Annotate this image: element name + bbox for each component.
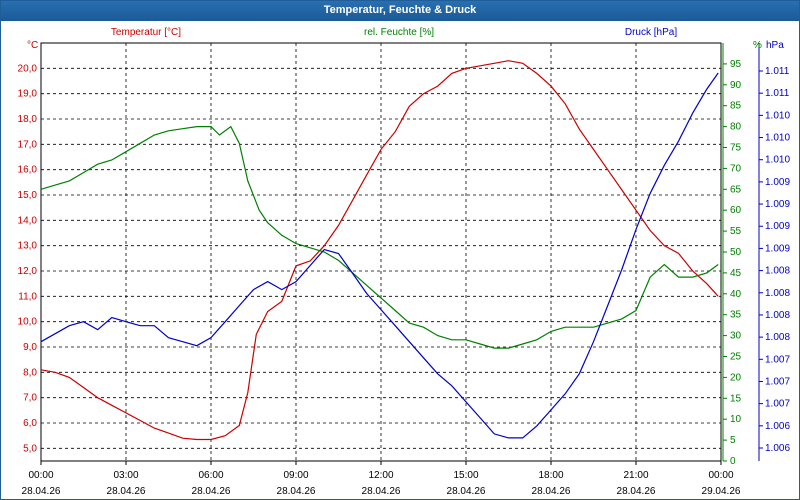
temp-tick-label: 14,0 [18,215,38,226]
temp-tick-label: 12,0 [18,266,38,277]
series-line-druck [40,72,719,439]
x-tick-date: 28.04.26 [447,486,486,497]
humidity-tick-label: 40 [730,289,742,300]
humidity-tick-label: 90 [730,80,742,91]
x-tick-date: 28.04.26 [617,486,656,497]
series-line-temperatur [40,60,719,441]
temp-axis-title: Temperatur [°C] [111,27,181,38]
x-tick-time: 15:00 [453,470,478,481]
pressure-tick-label: 1.009 [765,221,790,232]
temp-tick-label: 8,0 [23,367,37,378]
x-tick-date: 28.04.26 [362,486,401,497]
temp-tick-label: 7,0 [23,393,37,404]
temp-tick-label: 16,0 [18,165,38,176]
temp-tick-label: 5,0 [23,443,37,454]
pressure-tick-label: 1.007 [765,399,790,410]
x-tick-date: 28.04.26 [532,486,571,497]
pressure-tick-label: 1.007 [765,376,790,387]
humidity-tick-label: 85 [730,101,742,112]
temp-tick-label: 10,0 [18,317,38,328]
pressure-axis-title: Druck [hPa] [625,27,677,38]
x-tick-date: 29.04.26 [702,486,741,497]
temp-tick-label: 11,0 [18,291,37,302]
temp-tick-label: 9,0 [23,342,37,353]
humidity-tick-label: 30 [730,331,742,342]
humidity-tick-label: 35 [730,310,742,321]
pressure-tick-label: 1.010 [765,133,790,144]
humidity-axis-title: rel. Feuchte [%] [364,27,434,38]
pressure-tick-label: 1.008 [765,332,790,343]
humidity-tick-label: 10 [730,414,742,425]
pressure-tick-label: 1.008 [765,266,790,277]
pressure-tick-label: 1.011 [765,88,790,99]
temp-tick-label: 13,0 [18,241,38,252]
humidity-tick-label: 80 [730,122,742,133]
temp-tick-label: 6,0 [23,418,37,429]
x-tick-date: 28.04.26 [277,486,316,497]
humidity-tick-label: 15 [730,393,742,404]
x-tick-time: 00:00 [28,470,53,481]
axes: 5,0 6,0 7,0 8,0 9,0 10,0 11,0 12,0 13,0 14,0 15,0 1… [18,42,790,497]
pressure-tick-label: 1.007 [765,354,790,365]
humidity-tick-label: 25 [730,352,742,363]
series-layer [40,60,719,441]
temp-tick-label: 20,0 [18,63,38,74]
humidity-tick-label: 70 [730,163,742,174]
x-tick-time: 21:00 [623,470,648,481]
x-tick-time: 12:00 [368,470,393,481]
humidity-unit-label: % [753,40,762,51]
pressure-tick-label: 1.006 [765,443,790,454]
humidity-tick-label: 5 [730,435,736,446]
humidity-tick-label: 75 [730,143,742,154]
temp-tick-label: 18,0 [18,114,38,125]
x-tick-time: 09:00 [283,470,308,481]
x-tick-time: 00:00 [708,470,733,481]
temp-tick-label: 15,0 [18,190,38,201]
x-tick-date: 28.04.26 [107,486,146,497]
temp-unit-label: °C [27,40,38,51]
pressure-tick-label: 1.010 [765,110,790,121]
pressure-tick-label: 1.009 [765,243,790,254]
humidity-tick-label: 0 [730,456,736,467]
grid [41,43,721,461]
x-tick-time: 18:00 [538,470,563,481]
series-line-rel-feuchte [40,125,719,349]
pressure-tick-label: 1.008 [765,310,790,321]
humidity-tick-label: 95 [730,59,742,70]
x-tick-date: 28.04.26 [192,486,231,497]
pressure-tick-label: 1.009 [765,199,790,210]
temp-tick-label: 17,0 [18,139,38,150]
pressure-unit-label: hPa [766,40,784,51]
x-tick-date: 28.04.26 [22,486,61,497]
window-title: Temperatur, Feuchte & Druck [1,1,799,21]
pressure-tick-label: 1.006 [765,421,790,432]
pressure-tick-label: 1.010 [765,155,790,166]
temp-tick-label: 19,0 [18,89,38,100]
pressure-tick-label: 1.011 [765,66,790,77]
humidity-tick-label: 55 [730,226,742,237]
humidity-tick-label: 65 [730,184,742,195]
pressure-tick-label: 1.009 [765,177,790,188]
humidity-tick-label: 20 [730,372,742,383]
pressure-tick-label: 1.008 [765,288,790,299]
humidity-tick-label: 45 [730,268,742,279]
x-tick-time: 06:00 [198,470,223,481]
humidity-tick-label: 60 [730,205,742,216]
x-tick-time: 03:00 [113,470,138,481]
humidity-tick-label: 50 [730,247,742,258]
